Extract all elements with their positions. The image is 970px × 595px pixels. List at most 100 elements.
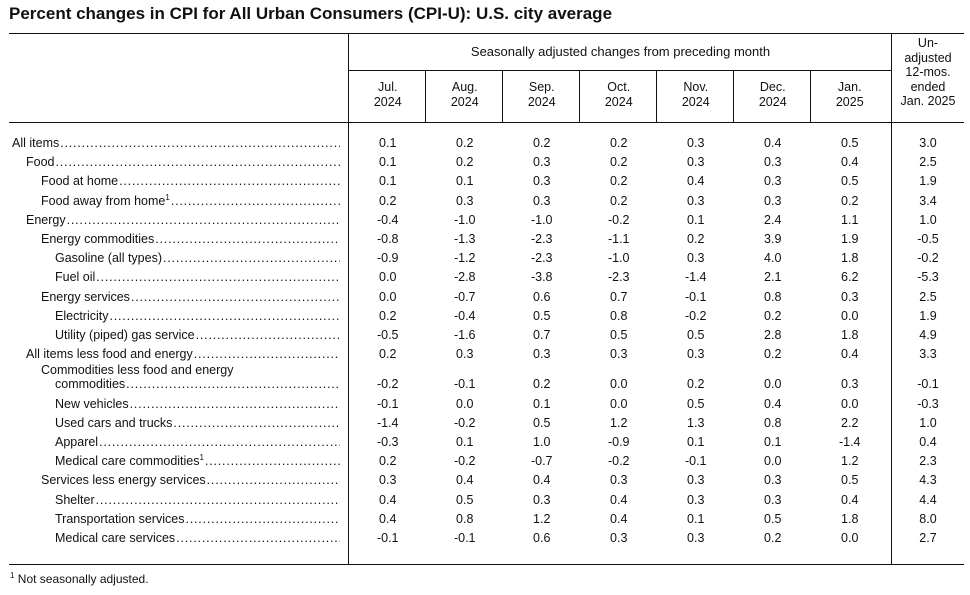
footnote-marker: 1 <box>10 571 15 580</box>
cell-value: 0.1 <box>764 435 782 449</box>
cell-value: -1.3 <box>453 232 476 246</box>
footnote-text: Not seasonally adjusted. <box>14 572 149 586</box>
row-label: Apparel <box>55 435 99 449</box>
cell-unadjusted: 8.0 <box>919 511 937 526</box>
cell-value: 0.4 <box>533 473 551 488</box>
table-row: Electricity.............................… <box>0 306 970 325</box>
cell-value: 0.0 <box>610 396 628 411</box>
cell-value: 0.3 <box>687 193 705 208</box>
cell-value: -0.1 <box>453 377 476 392</box>
cell-value: 0.1 <box>456 174 474 189</box>
cell-unadjusted: -0.3 <box>917 396 939 411</box>
cell-value: 0.2 <box>379 454 397 469</box>
leader-dots: ........................................… <box>173 415 340 430</box>
cell-value: 0.5 <box>687 328 705 342</box>
cell-value: 0.0 <box>610 377 628 392</box>
leader-dots: ........................................… <box>195 328 340 342</box>
leader-dots: ........................................… <box>109 308 340 323</box>
cell-value: 0.6 <box>533 289 551 304</box>
row-label: Energy services <box>41 289 130 304</box>
cell-value: -0.8 <box>376 232 399 246</box>
cell-value: 0.3 <box>456 193 474 208</box>
cell-value: 2.1 <box>764 270 782 285</box>
cell-unadjusted: -0.5 <box>917 232 939 246</box>
month-header-line: Dec. <box>759 80 786 94</box>
cell-value: 0.1 <box>379 136 397 150</box>
cell-value: 0.2 <box>456 155 474 170</box>
cell-value: 0.2 <box>379 308 397 323</box>
cell-value: 0.3 <box>610 473 628 488</box>
leader-dots: ........................................… <box>155 232 340 246</box>
cell-value: 0.5 <box>841 174 859 189</box>
cell-value: -1.2 <box>453 251 476 266</box>
cell-value: -0.1 <box>684 289 707 304</box>
unadjusted-header-line: ended <box>910 79 946 94</box>
cell-value: 0.3 <box>533 155 551 170</box>
cell-value: -1.1 <box>607 232 630 246</box>
cell-value: -2.8 <box>453 270 476 285</box>
cell-unadjusted: 4.4 <box>919 492 937 507</box>
row-label: Food at home <box>41 174 119 189</box>
cell-value: 0.0 <box>841 396 859 411</box>
cell-value: 0.3 <box>687 492 705 507</box>
cell-unadjusted: 4.9 <box>919 328 937 342</box>
cell-value: -2.3 <box>607 270 630 285</box>
cell-unadjusted: 3.0 <box>919 136 937 150</box>
cell-value: 0.3 <box>687 347 705 362</box>
cell-value: 0.0 <box>764 454 782 469</box>
cell-value: 0.1 <box>379 155 397 170</box>
cell-value: 0.2 <box>610 193 628 208</box>
cell-unadjusted: 2.7 <box>919 531 937 545</box>
table-row: Apparel.................................… <box>0 432 970 451</box>
month-column-rule <box>579 70 580 122</box>
cell-value: 0.2 <box>533 136 551 150</box>
leader-dots: ........................................… <box>170 193 340 208</box>
cell-value: 0.5 <box>764 511 782 526</box>
cell-value: -0.9 <box>376 251 399 266</box>
month-header-line: Jan. <box>837 80 862 94</box>
leader-dots: ........................................… <box>204 454 340 469</box>
row-label: All items <box>12 136 60 150</box>
month-header: Aug. 2024 <box>426 80 504 110</box>
cell-value: 2.2 <box>841 415 859 430</box>
cell-unadjusted: 4.3 <box>919 473 937 488</box>
cell-value: 2.4 <box>764 212 782 227</box>
cell-value: 0.1 <box>687 212 705 227</box>
month-header-line: 2024 <box>450 95 479 109</box>
table-row: Food away from home1....................… <box>0 191 970 210</box>
cell-value: -0.2 <box>607 454 630 469</box>
cell-value: -1.0 <box>530 212 553 227</box>
cell-value: 0.3 <box>379 473 397 488</box>
cell-value: 0.1 <box>687 435 705 449</box>
cell-value: 0.0 <box>379 270 397 285</box>
cell-value: -1.0 <box>453 212 476 227</box>
leader-dots: ........................................… <box>130 289 340 304</box>
cell-value: 0.3 <box>687 136 705 150</box>
month-header-line: 2025 <box>835 95 864 109</box>
leader-dots: ........................................… <box>95 492 340 507</box>
cell-value: 0.6 <box>533 531 551 545</box>
cell-value: 0.0 <box>456 396 474 411</box>
cell-value: -0.4 <box>376 212 399 227</box>
cell-value: 0.3 <box>764 492 782 507</box>
leader-dots: ........................................… <box>193 347 340 362</box>
row-label: Utility (piped) gas service <box>55 328 195 342</box>
cell-value: 0.4 <box>610 511 628 526</box>
leader-dots: ........................................… <box>185 511 340 526</box>
cell-unadjusted: -0.2 <box>917 251 939 266</box>
table-row: Energy services.........................… <box>0 287 970 306</box>
cell-value: 0.1 <box>687 511 705 526</box>
cell-value: 1.9 <box>841 232 859 246</box>
cell-value: 0.3 <box>533 193 551 208</box>
row-label: Transportation services <box>55 511 185 526</box>
cell-value: -0.2 <box>453 415 476 430</box>
row-label: Commodities less food and energy <box>41 363 234 378</box>
table-row: Fuel oil................................… <box>0 267 970 286</box>
cell-value: 1.3 <box>687 415 705 430</box>
row-label: Used cars and trucks <box>55 415 173 430</box>
cell-value: 0.2 <box>456 136 474 150</box>
cell-value: 0.8 <box>764 415 782 430</box>
cell-value: -0.1 <box>453 531 476 545</box>
leader-dots: ........................................… <box>206 473 340 488</box>
footnote-marker: 1 <box>165 192 170 202</box>
